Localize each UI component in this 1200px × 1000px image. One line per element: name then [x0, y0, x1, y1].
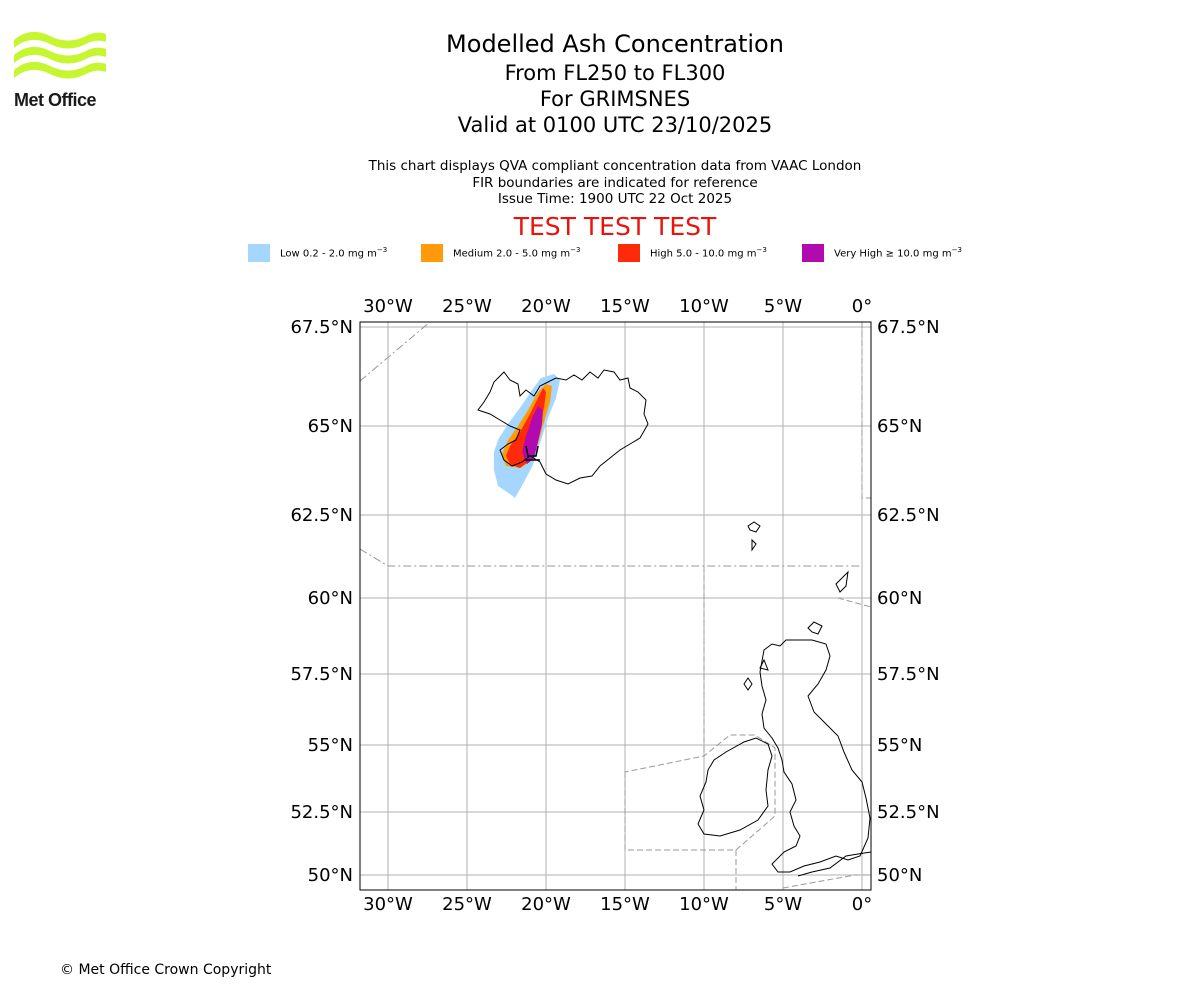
- volcano-markers: [524, 445, 540, 461]
- longitude-label-top: 5°W: [764, 296, 802, 317]
- legend-swatch-low: [248, 244, 270, 262]
- legend-label-very-high: Very High ≥ 10.0 mg m: [834, 248, 952, 260]
- longitude-label-bottom: 20°W: [521, 894, 571, 915]
- volcano-name: For GRIMSNES: [539, 87, 691, 111]
- latitude-labels-left: 67.5°N 65°N 62.5°N 60°N 57.5°N 55°N 52.5°N 50°N: [290, 317, 353, 886]
- ash-concentration-areas: [494, 374, 560, 498]
- latitude-label-left: 57.5°N: [290, 664, 353, 685]
- longitude-label-top: 30°W: [363, 296, 413, 317]
- longitude-label-top: 15°W: [600, 296, 650, 317]
- info-line-issue-time: Issue Time: 1900 UTC 22 Oct 2025: [497, 191, 733, 207]
- legend-item-low: Low 0.2 - 2.0 mg m−3: [248, 244, 387, 262]
- coastline-shetland: [835, 570, 849, 593]
- longitude-label-bottom: 30°W: [363, 894, 413, 915]
- chart-title-block: Modelled Ash Concentration From FL250 to…: [315, 28, 915, 138]
- latitude-label-right: 50°N: [877, 865, 922, 886]
- latitude-label-right: 60°N: [877, 588, 922, 609]
- latitude-label-right: 67.5°N: [877, 317, 940, 338]
- copyright: © Met Office Crown Copyright: [60, 962, 272, 978]
- map-frame: [359, 321, 872, 891]
- chart-title: Modelled Ash Concentration: [446, 30, 784, 58]
- legend-swatch-high: [618, 244, 640, 262]
- ash-area-high: [506, 388, 546, 468]
- latitude-label-left: 60°N: [308, 588, 353, 609]
- fir-boundary-iceland-south: [359, 548, 862, 567]
- fir-boundary-shanwick: [624, 734, 776, 851]
- latitude-label-left: 65°N: [308, 416, 353, 437]
- coastline-orkney: [807, 621, 823, 635]
- fir-boundary-channel: [782, 874, 871, 889]
- fir-boundary-east: [861, 322, 871, 499]
- coastline-faroes: [747, 521, 761, 552]
- met-office-logo: Met Office: [14, 30, 114, 114]
- fir-boundaries: [359, 321, 872, 890]
- legend-unit-very-high: −3: [951, 246, 962, 255]
- latitude-label-right: 55°N: [877, 735, 922, 756]
- logo-waves-icon: [14, 31, 106, 79]
- graticule: [360, 322, 871, 890]
- latitude-label-right: 65°N: [877, 416, 922, 437]
- latitude-labels-right: 67.5°N 65°N 62.5°N 60°N 57.5°N 55°N 52.5°N 50°N: [877, 317, 940, 886]
- legend-item-very-high: Very High ≥ 10.0 mg m−3: [802, 244, 962, 262]
- longitude-label-top: 10°W: [679, 296, 729, 317]
- longitude-label-bottom: 5°W: [764, 894, 802, 915]
- legend-label-medium: Medium 2.0 - 5.0 mg m: [453, 248, 571, 260]
- info-line-fir: FIR boundaries are indicated for referen…: [472, 174, 758, 191]
- latitude-label-left: 52.5°N: [290, 802, 353, 823]
- latitude-label-left: 50°N: [308, 865, 353, 886]
- coastline-great-britain: [759, 639, 871, 873]
- info-block: This chart displays QVA compliant concen…: [315, 158, 915, 208]
- logo-text: Met Office: [14, 90, 97, 110]
- legend-item-medium: Medium 2.0 - 5.0 mg m−3: [421, 244, 580, 262]
- latitude-label-left: 67.5°N: [290, 317, 353, 338]
- latitude-label-right: 62.5°N: [877, 505, 940, 526]
- longitude-label-bottom: 10°W: [679, 894, 729, 915]
- coastline-ireland: [697, 737, 773, 837]
- latitude-label-left: 62.5°N: [290, 505, 353, 526]
- longitude-label-bottom: 25°W: [442, 894, 492, 915]
- flight-levels: From FL250 to FL300: [504, 61, 726, 85]
- fir-boundary-norway: [837, 597, 872, 608]
- legend-unit-low: −3: [376, 246, 388, 255]
- latitude-label-right: 57.5°N: [877, 664, 940, 685]
- legend-item-high: High 5.0 - 10.0 mg m−3: [618, 244, 767, 262]
- longitude-label-top: 0°: [852, 296, 872, 317]
- longitude-label-top: 20°W: [521, 296, 571, 317]
- test-banner: TEST TEST TEST: [513, 212, 717, 241]
- coastline-france: [797, 851, 872, 877]
- legend-unit-medium: −3: [570, 246, 581, 255]
- coastlines: [477, 369, 872, 877]
- longitude-label-bottom: 0°: [852, 894, 872, 915]
- fir-boundary-north: [359, 321, 431, 382]
- latitude-label-right: 52.5°N: [877, 802, 940, 823]
- longitude-labels-bottom: 30°W 25°W 20°W 15°W 10°W 5°W 0°: [363, 894, 872, 915]
- latitude-label-left: 55°N: [308, 735, 353, 756]
- legend-unit-high: −3: [756, 246, 767, 255]
- longitude-labels-top: 30°W 25°W 20°W 15°W 10°W 5°W 0°: [363, 296, 872, 317]
- longitude-label-top: 25°W: [442, 296, 492, 317]
- info-line-qva: This chart displays QVA compliant concen…: [368, 158, 862, 174]
- legend-swatch-medium: [421, 244, 443, 262]
- legend-label-low: Low 0.2 - 2.0 mg m: [280, 248, 377, 260]
- valid-time: Valid at 0100 UTC 23/10/2025: [457, 113, 773, 137]
- coastline-hebrides: [743, 658, 769, 691]
- longitude-label-bottom: 15°W: [600, 894, 650, 915]
- legend-swatch-very-high: [802, 244, 824, 262]
- volcano-marker: [524, 445, 540, 461]
- coastline-iceland: [477, 369, 649, 485]
- legend-label-high: High 5.0 - 10.0 mg m: [650, 248, 757, 260]
